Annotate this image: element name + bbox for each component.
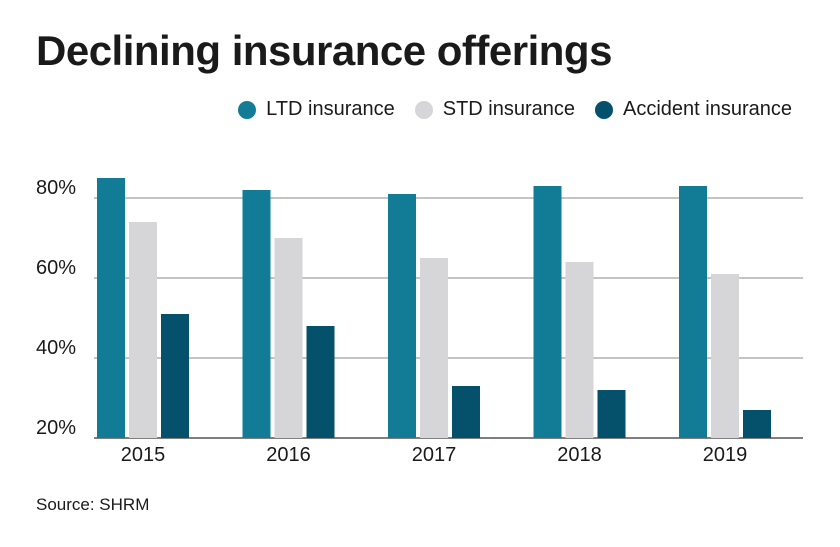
- x-tick-label-2019: 2019: [703, 444, 748, 466]
- legend-swatch-ltd: [238, 100, 257, 119]
- bar-std-2018: [565, 262, 594, 438]
- bar-std-2016: [274, 238, 303, 438]
- x-tick-label-2017: 2017: [412, 444, 457, 466]
- bar-accident-2017: [452, 386, 480, 438]
- bar-std-2015: [129, 222, 157, 438]
- bar-ltd-2018: [533, 186, 562, 438]
- y-tick-label: 40%: [36, 337, 76, 359]
- bar-accident-2019: [743, 410, 771, 438]
- x-tick-label-2016: 2016: [266, 444, 311, 466]
- legend-label-accident: Accident insurance: [623, 98, 792, 120]
- bar-ltd-2019: [679, 186, 707, 438]
- legend-item-ltd: LTD insurance: [238, 98, 395, 121]
- source-note: Source: SHRM: [36, 495, 150, 514]
- bar-accident-2015: [161, 314, 189, 438]
- bar-ltd-2016: [242, 190, 271, 438]
- chart-title: Declining insurance offerings: [36, 27, 612, 74]
- bar-ltd-2017: [388, 194, 416, 438]
- bar-accident-2016: [306, 326, 335, 438]
- bar-std-2017: [420, 258, 448, 438]
- y-tick-label: 80%: [36, 177, 76, 199]
- legend-label-ltd: LTD insurance: [266, 98, 395, 120]
- y-tick-label: 20%: [36, 417, 76, 439]
- x-tick-label-2015: 2015: [121, 444, 166, 466]
- y-tick-label: 60%: [36, 257, 76, 279]
- bar-ltd-2015: [97, 178, 125, 438]
- legend-item-std: STD insurance: [414, 98, 576, 121]
- legend: LTD insurance STD insurance Accident ins…: [218, 98, 792, 121]
- x-tick-label-2018: 2018: [557, 444, 602, 466]
- legend-swatch-accident: [595, 100, 614, 119]
- legend-label-std: STD insurance: [442, 98, 576, 120]
- legend-item-accident: Accident insurance: [595, 98, 792, 121]
- bar-accident-2018: [597, 390, 626, 438]
- legend-swatch-std: [414, 100, 433, 119]
- bar-std-2019: [711, 274, 739, 438]
